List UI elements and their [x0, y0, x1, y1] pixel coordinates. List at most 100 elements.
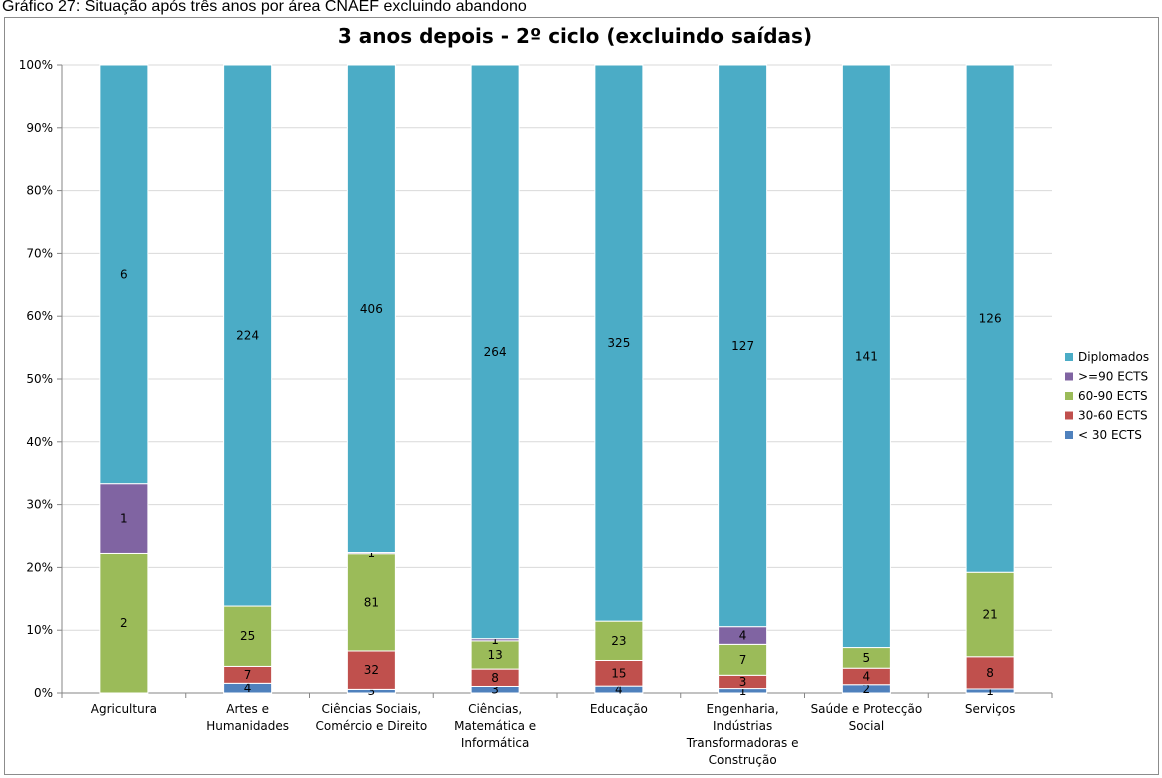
x-tick-label-line: Comércio e Direito	[315, 719, 427, 733]
data-label: 7	[739, 653, 747, 667]
legend-swatch	[1065, 411, 1073, 420]
data-label: 6	[120, 267, 128, 281]
data-label: 15	[611, 666, 626, 680]
data-label: 1	[491, 633, 499, 647]
bar-segment	[718, 64, 768, 628]
bar-segment	[594, 64, 644, 622]
x-tick-label-line: Informática	[461, 736, 529, 750]
data-label: 3	[368, 684, 376, 698]
x-tick-label-line: Social	[849, 719, 885, 733]
x-tick-label-line: Indústrias	[713, 719, 772, 733]
bar-segment	[841, 64, 891, 649]
y-tick-label: 80%	[26, 184, 53, 198]
legend-swatch	[1065, 372, 1073, 381]
y-tick-label: 50%	[26, 372, 53, 386]
data-label: 1	[120, 512, 128, 526]
data-label: 4	[615, 683, 623, 697]
data-label: 13	[487, 648, 502, 662]
legend: Diplomados >=90 ECTS 60-90 ECTS 30-60 ECTS <…	[1065, 350, 1149, 442]
gridlines	[62, 64, 1052, 694]
chart-title: 3 anos depois - 2º ciclo (excluindo saíd…	[338, 24, 812, 48]
y-tick-label: 10%	[26, 623, 53, 637]
bar-segment	[470, 64, 520, 640]
y-tick-label: 40%	[26, 435, 53, 449]
bar-segment	[594, 659, 644, 687]
legend-swatch	[1065, 392, 1073, 400]
data-label: 2	[863, 682, 871, 696]
x-tick-label: Educação	[590, 702, 648, 716]
x-axis: Agricultura Artes e Humanidades Ciências So…	[61, 693, 1053, 767]
data-label: 21	[982, 608, 997, 622]
data-label: 8	[986, 666, 994, 680]
figure-caption: Gráfico 27: Situação após três anos por …	[2, 0, 527, 15]
data-label: 1	[368, 546, 376, 560]
bar-segment	[594, 620, 644, 661]
x-tick-label: Saúde e Protecção Social	[811, 702, 923, 733]
data-label: 81	[364, 595, 379, 609]
data-label: 325	[607, 336, 630, 350]
data-label: 264	[484, 345, 507, 359]
data-label: 126	[979, 312, 1002, 326]
bar-segment	[470, 640, 520, 670]
data-label: 224	[236, 329, 259, 343]
data-label: 127	[731, 339, 754, 353]
data-label: 23	[611, 634, 626, 648]
legend-label: 60-90 ECTS	[1078, 389, 1148, 403]
data-label: 3	[739, 675, 747, 689]
y-tick-label: 0%	[34, 686, 53, 700]
bar-segment	[346, 650, 396, 690]
data-label: 4	[739, 629, 747, 643]
x-tick-label-line: Matemática e	[454, 719, 536, 733]
x-tick-label-line: Ciências,	[468, 702, 522, 716]
data-label: 8	[491, 671, 499, 685]
x-tick-label: Serviços	[965, 702, 1016, 716]
stacked-bar-chart: 3 anos depois - 2º ciclo (excluindo saíd…	[19, 24, 1149, 767]
data-label: 5	[863, 651, 871, 665]
data-label: 406	[360, 302, 383, 316]
x-tick-label: Ciências Sociais, Comércio e Direito	[315, 702, 427, 733]
bar-segment	[99, 64, 149, 485]
x-tick-label-line: Artes e	[226, 702, 269, 716]
data-label: 1	[986, 684, 994, 698]
x-tick-label-line: Ciências Sociais,	[322, 702, 422, 716]
y-tick-label: 100%	[19, 58, 53, 72]
bars: 2164725224332811406381312644152332513741…	[99, 64, 1015, 698]
x-tick-label-line: Saúde e Protecção	[811, 702, 923, 716]
data-label: 1	[739, 684, 747, 698]
bar-segment	[99, 552, 149, 694]
x-tick-label: Artes e Humanidades	[206, 702, 289, 733]
data-label: 7	[244, 668, 252, 682]
y-tick-label: 60%	[26, 309, 53, 323]
y-tick-label: 30%	[26, 498, 53, 512]
y-axis: 0% 10% 20% 30% 40% 50% 60% 70% 80% 90% 100%	[19, 58, 63, 700]
data-label: 32	[364, 663, 379, 677]
x-tick-label-line: Agricultura	[91, 702, 157, 716]
data-label: 4	[244, 681, 252, 695]
x-tick-label: Engenharia, Indústrias Transformadoras e Co…	[686, 702, 799, 767]
bar-segment	[99, 483, 149, 554]
x-tick-label-line: Humanidades	[206, 719, 289, 733]
legend-label: Diplomados	[1078, 350, 1149, 364]
bar-segment	[718, 643, 768, 676]
data-label: 2	[120, 616, 128, 630]
x-tick-label-line: Construção	[709, 753, 777, 767]
legend-swatch	[1065, 353, 1073, 361]
x-tick-label: Agricultura	[91, 702, 157, 716]
y-tick-label: 20%	[26, 560, 53, 574]
data-label: 141	[855, 349, 878, 363]
data-label: 25	[240, 629, 255, 643]
legend-label: >=90 ECTS	[1078, 370, 1148, 384]
bar-segment	[346, 64, 396, 554]
y-tick-label: 70%	[26, 246, 53, 260]
data-label: 4	[863, 669, 871, 683]
bar-segment	[965, 571, 1015, 658]
legend-swatch	[1065, 431, 1073, 439]
legend-label: 30-60 ECTS	[1078, 409, 1148, 423]
x-tick-label-line: Serviços	[965, 702, 1016, 716]
x-tick-label-line: Educação	[590, 702, 648, 716]
x-tick-label-line: Transformadoras e	[686, 736, 799, 750]
chart-frame: 3 anos depois - 2º ciclo (excluindo saíd…	[4, 17, 1159, 775]
bar-segment	[346, 553, 396, 652]
data-label: 3	[491, 683, 499, 697]
x-tick-label: Ciências, Matemática e Informática	[454, 702, 536, 750]
